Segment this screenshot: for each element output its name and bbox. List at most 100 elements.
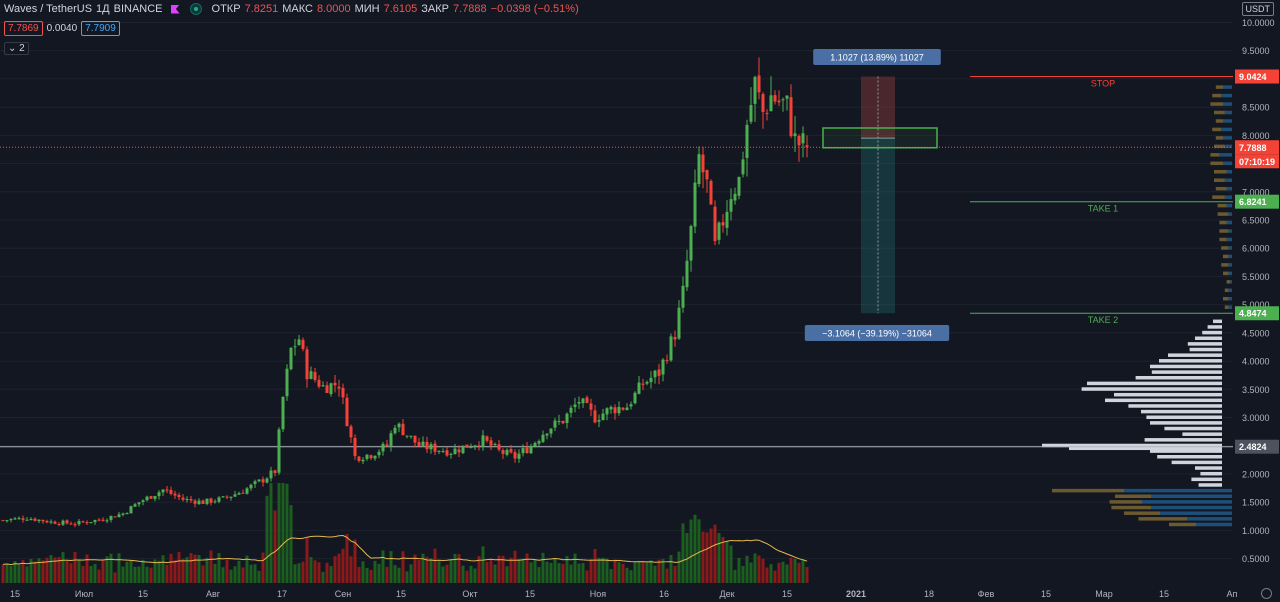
indicators-toggle[interactable]: ⌄ 2 [4,42,29,55]
candle-body [197,500,201,505]
change-value: −0.0398 (−0.51%) [490,3,579,15]
position-profit-label-bg [813,49,941,65]
price-axis[interactable] [1234,0,1280,602]
candle [153,495,157,502]
volume-bar [789,557,793,583]
volume-bar [13,561,17,583]
interval-label[interactable]: 1Д [96,3,110,15]
candle [301,337,305,352]
gear-icon[interactable] [1261,588,1272,599]
candle-body [429,444,433,450]
volume-profile-bar [1069,446,1222,451]
candle [385,439,389,448]
volume-profile-bar [1221,127,1232,132]
volume-bar [533,559,537,583]
volume-bar [701,531,705,583]
volume-profile-bar [1124,488,1232,493]
candle [389,430,393,452]
volume-bar [653,565,657,583]
volume-bar [797,562,801,583]
candle-body [177,494,181,498]
position-profit-label: 1.1027 (13.89%) 11027 [830,53,923,63]
volume-profile-bar [1223,119,1232,123]
candle [601,408,605,421]
candle [413,435,417,448]
candle [53,520,57,525]
volume-bar [769,564,773,583]
candle-body [641,383,645,385]
candle [285,364,289,401]
volume-profile-bar [1168,353,1222,357]
volume-profile-bar [1198,483,1222,487]
candle-body [141,500,145,503]
position-loss-label-bg [804,325,950,341]
candle [669,333,673,362]
volume-bar [493,564,497,583]
candle-body [797,135,801,146]
symbol-header[interactable]: Waves / TetherUS 1Д BINANCE ОТКР 7.8251 М… [4,3,579,15]
volume-bar [697,519,701,583]
volume-bar [21,560,25,583]
candle-body [601,413,605,420]
candle [113,516,117,518]
candle-body [549,428,553,434]
volume-bar [613,559,617,583]
candle [501,448,505,459]
time-axis[interactable] [0,586,1234,602]
candle-body [557,420,561,422]
candle-body [117,514,121,518]
volume-profile-bar [1217,212,1229,216]
candle [13,516,17,521]
y-tick-label: 1.5000 [1242,498,1270,508]
ask-button[interactable]: 7.7909 [81,21,120,36]
exchange-label: BINANCE [113,3,163,15]
candle [757,57,761,100]
flag-icon[interactable] [170,4,180,14]
candle [245,486,249,495]
candle-body [285,368,289,397]
volume-bar [349,556,353,583]
bar-countdown-tag: 07:10:19 [1239,157,1275,167]
currency-label[interactable]: USDT [1241,2,1274,16]
volume-bar [541,552,545,583]
bar-countdown-tag-bg [1235,154,1279,169]
volume-profile-bar [1196,522,1232,527]
volume-bar [5,563,9,583]
symbol-name[interactable]: Waves / TetherUS [4,3,93,15]
candle [673,330,677,347]
candle [609,405,613,414]
candle-body [637,382,641,394]
candle [313,368,317,383]
candle [705,169,709,193]
volume-profile-bar [1210,102,1223,106]
volume-bar [389,551,393,583]
candle [793,116,797,153]
candle [177,492,181,501]
candle [217,496,221,504]
volume-bar [77,559,81,583]
candle-body [545,433,549,436]
candle-body [333,382,337,386]
volume-bar [209,550,213,583]
volume-bar [437,561,441,583]
candle-body [373,455,377,459]
entry-zone-rectangle[interactable] [822,127,938,149]
volume-profile-bar [1212,127,1222,132]
candle-body [61,520,65,525]
candle [189,495,193,503]
candle [353,434,357,460]
bid-button[interactable]: 7.7869 [4,21,43,36]
candle-body [153,495,157,499]
volume-bar [289,505,293,583]
candle [465,444,469,448]
candle-body [249,484,253,489]
candle [357,455,361,463]
candle [101,517,105,522]
volume-bar [165,564,169,583]
candle-body [33,518,37,521]
candle [681,276,685,313]
candle-body [149,496,153,499]
candle-body [325,385,329,393]
volume-bar [609,569,613,583]
